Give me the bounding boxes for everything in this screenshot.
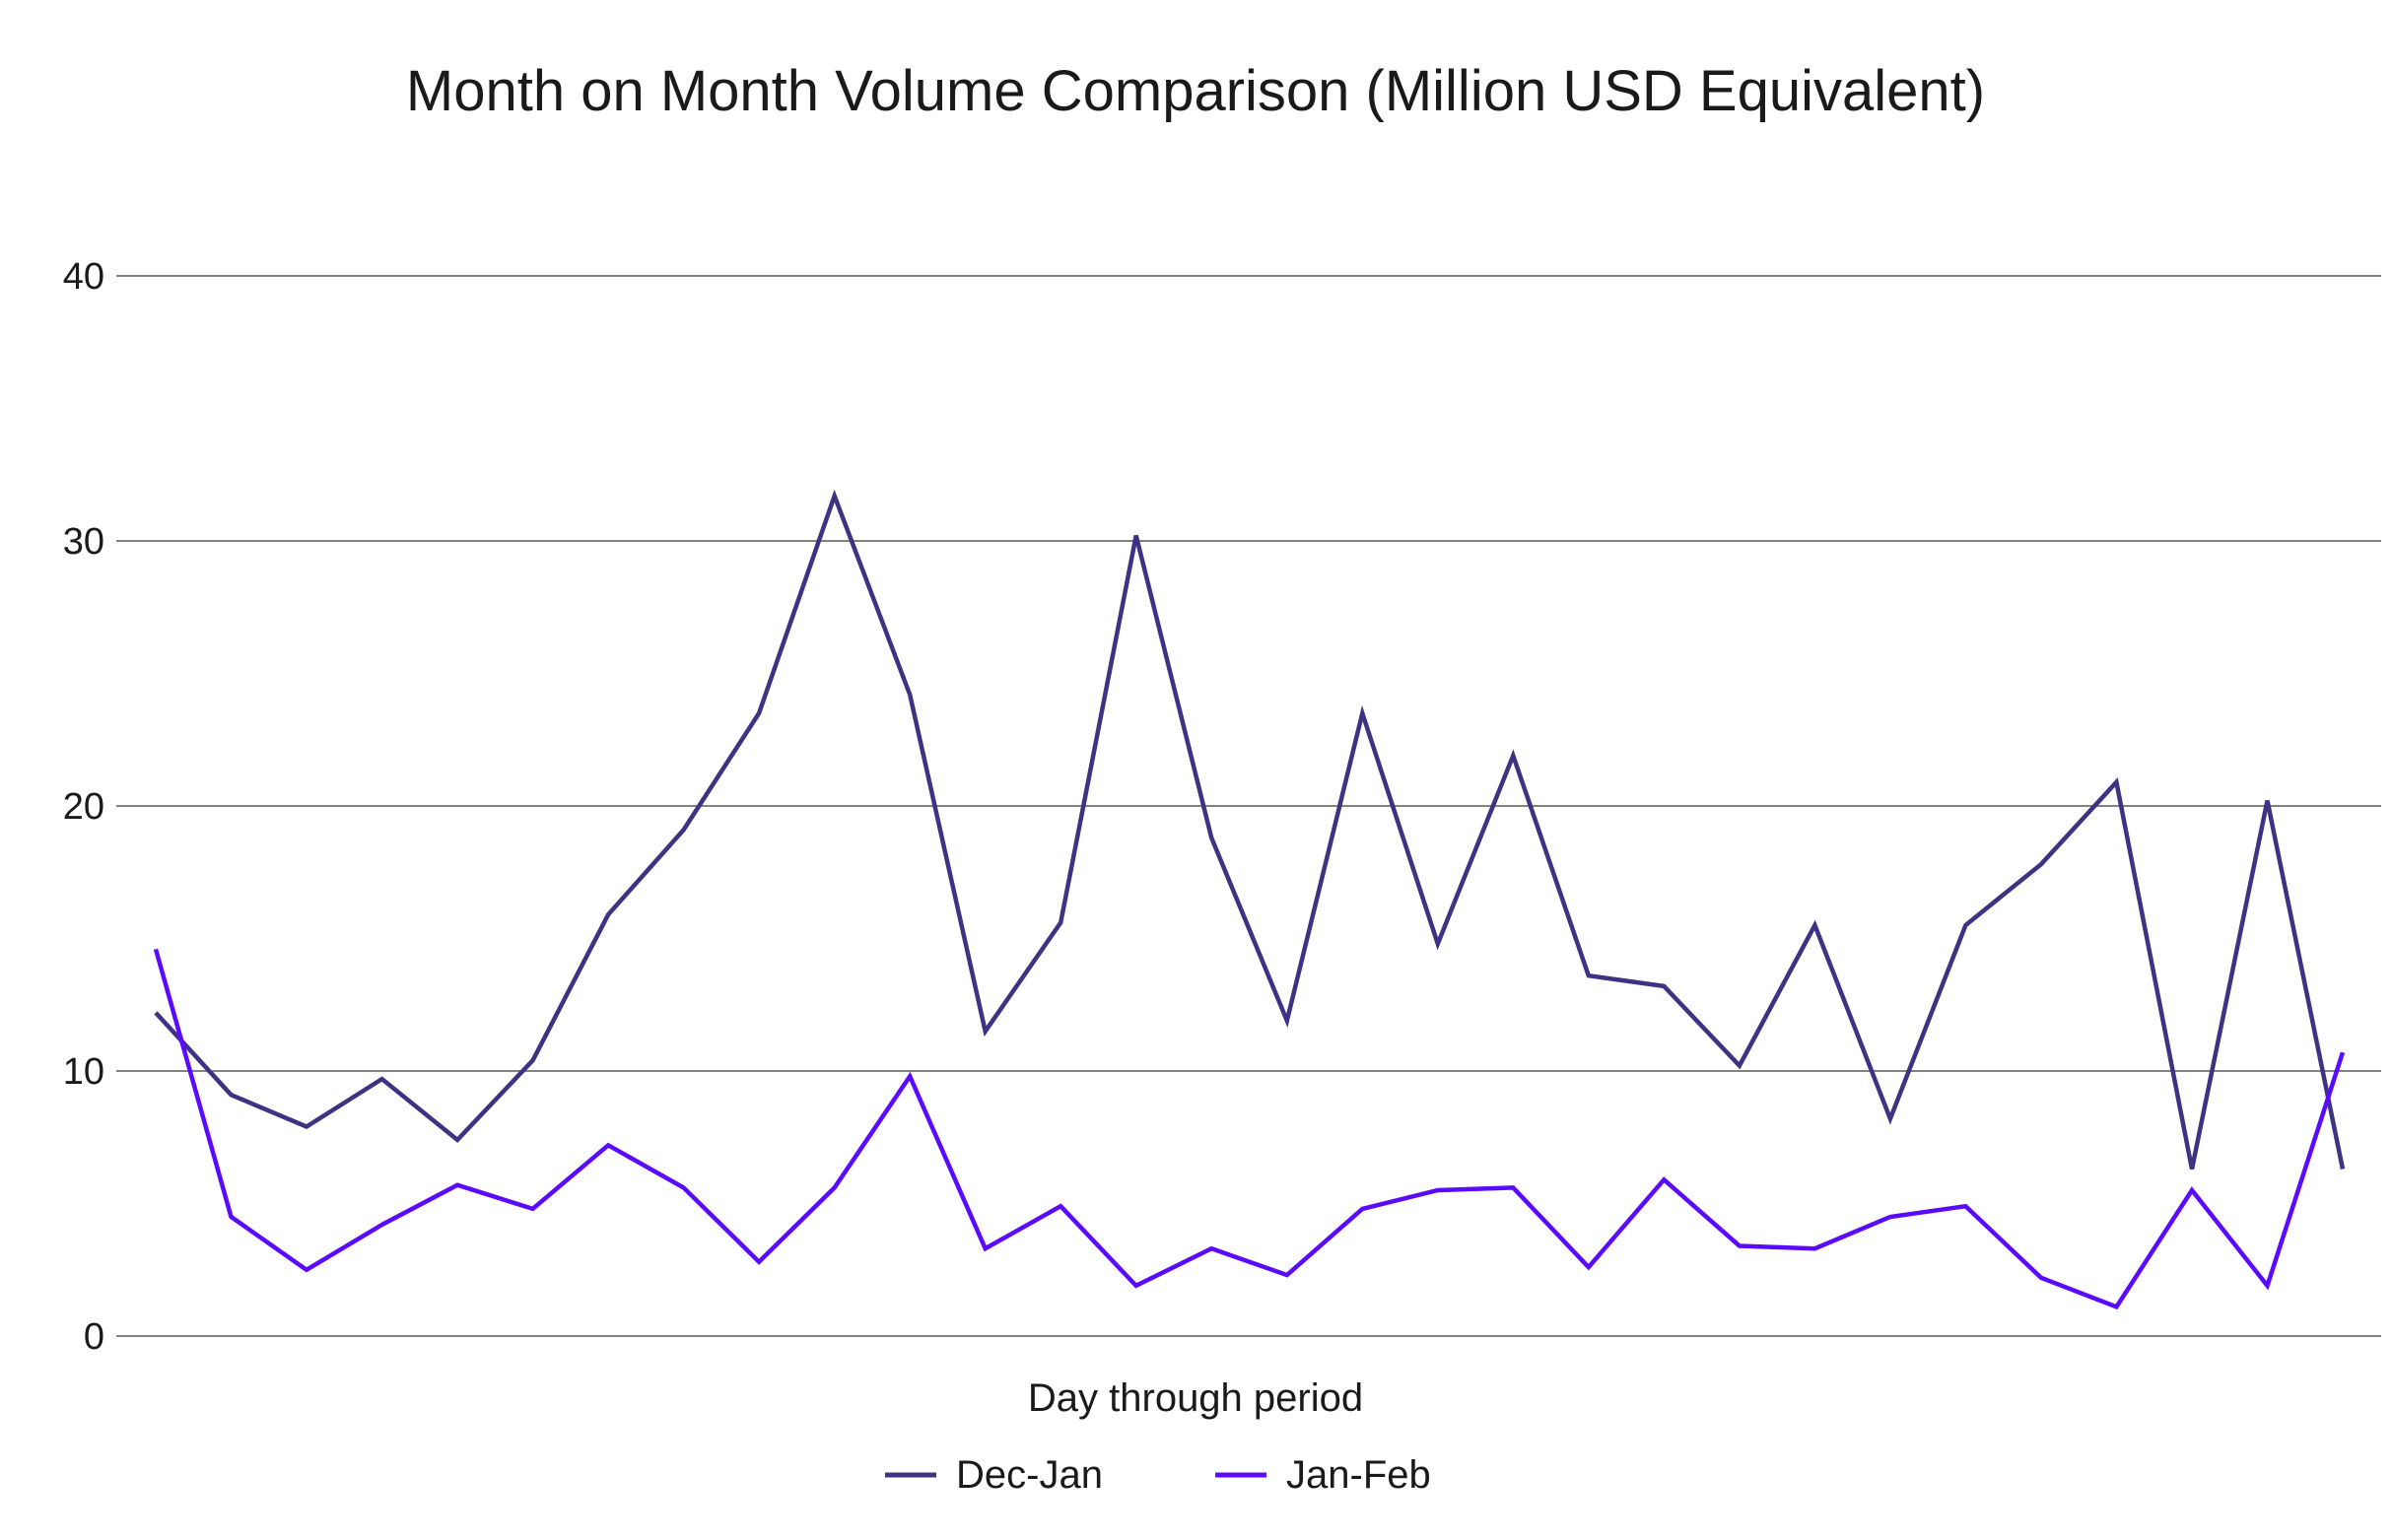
y-tick-label: 40 <box>63 256 104 298</box>
legend-label: Jan-Feb <box>1286 1453 1431 1497</box>
legend-item-jan-feb: Jan-Feb <box>1215 1453 1431 1497</box>
y-tick-label: 20 <box>63 786 104 828</box>
series-lines <box>153 489 2346 1310</box>
legend-item-dec-jan: Dec-Jan <box>885 1453 1103 1497</box>
y-tick-label: 0 <box>84 1316 104 1358</box>
chart-title: Month on Month Volume Comparison (Millio… <box>406 59 1985 123</box>
legend-label: Dec-Jan <box>956 1453 1103 1497</box>
gridlines <box>116 275 2381 1337</box>
x-axis-title: Day through period <box>1028 1376 1363 1420</box>
y-tick-label: 30 <box>63 521 104 563</box>
legend: Dec-Jan Jan-Feb <box>885 1453 1431 1497</box>
series-line-dec-jan <box>154 489 2346 1170</box>
series-line-jan-feb <box>153 948 2346 1310</box>
y-axis-tick-labels: 0 10 20 30 40 <box>63 256 104 1358</box>
y-tick-label: 10 <box>63 1051 104 1093</box>
